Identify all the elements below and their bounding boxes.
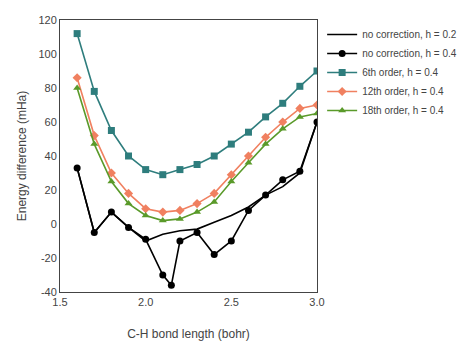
svg-text:-40: -40 <box>41 286 57 298</box>
svg-text:80: 80 <box>45 82 57 94</box>
svg-text:2.0: 2.0 <box>138 296 153 308</box>
svg-text:no correction, h = 0.4: no correction, h = 0.4 <box>362 48 457 59</box>
svg-text:0: 0 <box>51 218 57 230</box>
svg-text:60: 60 <box>45 116 57 128</box>
svg-text:12th order, h = 0.4: 12th order, h = 0.4 <box>362 86 444 97</box>
svg-text:3.0: 3.0 <box>309 296 324 308</box>
svg-text:100: 100 <box>38 48 56 60</box>
svg-text:18th order, h = 0.4: 18th order, h = 0.4 <box>362 105 444 116</box>
svg-text:2.5: 2.5 <box>224 296 239 308</box>
svg-text:20: 20 <box>45 184 57 196</box>
svg-text:6th order, h = 0.4: 6th order, h = 0.4 <box>362 67 438 78</box>
svg-text:no correction, h = 0.2: no correction, h = 0.2 <box>362 29 457 40</box>
svg-text:1.5: 1.5 <box>52 296 67 308</box>
svg-text:40: 40 <box>45 150 57 162</box>
svg-text:120: 120 <box>38 14 56 26</box>
svg-text:C-H bond length (bohr): C-H bond length (bohr) <box>127 327 250 341</box>
svg-text:Energy difference (mHa): Energy difference (mHa) <box>15 91 29 222</box>
svg-text:-20: -20 <box>41 252 57 264</box>
